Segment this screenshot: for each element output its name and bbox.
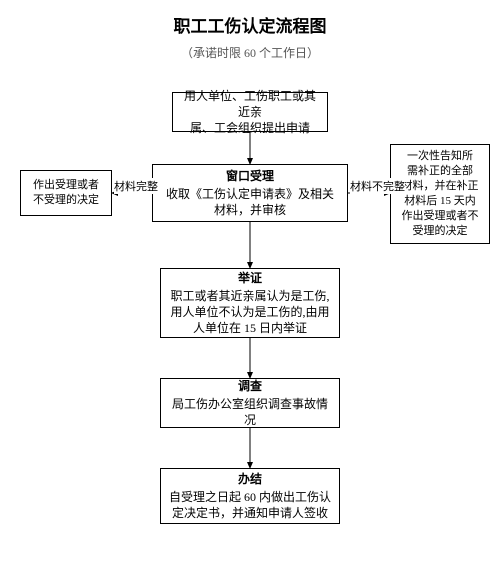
- node-decision-right: 一次性告知所需补正的全部材料，并在补正材料后 15 天内作出受理或者不受理的决定: [390, 144, 490, 244]
- node-left-body: 作出受理或者不受理的决定: [33, 178, 99, 208]
- node-investigate: 调查 局工伤办公室组织调查事故情况: [160, 378, 340, 428]
- chart-title: 职工工伤认定流程图: [0, 12, 500, 37]
- node-investigate-body: 局工伤办公室组织调查事故情况: [172, 396, 328, 428]
- node-accept-body: 收取《工伤认定申请表》及相关材料，并审核: [166, 186, 334, 218]
- node-apply: 用人单位、工伤职工或其近亲属、工会组织提出申请: [172, 92, 328, 132]
- node-decision-left: 作出受理或者不受理的决定: [20, 170, 112, 216]
- flowchart-canvas: 职工工伤认定流程图 （承诺时限 60 个工作日） 用人单位、工伤职工或其近亲属、…: [0, 0, 500, 563]
- node-right-body: 一次性告知所需补正的全部材料，并在补正材料后 15 天内作出受理或者不受理的决定: [402, 149, 479, 238]
- node-finish-body: 自受理之日起 60 内做出工伤认定决定书，并通知申请人签收: [169, 489, 331, 521]
- node-finish-head: 办结: [238, 471, 262, 487]
- node-investigate-head: 调查: [238, 378, 262, 394]
- node-proof-head: 举证: [238, 270, 262, 286]
- node-window-accept: 窗口受理 收取《工伤认定申请表》及相关材料，并审核: [152, 164, 348, 222]
- node-finish: 办结 自受理之日起 60 内做出工伤认定决定书，并通知申请人签收: [160, 468, 340, 524]
- node-proof: 举证 职工或者其近亲属认为是工伤,用人单位不认为是工伤的,由用人单位在 15 日…: [160, 268, 340, 338]
- edge-label-incomplete: 材料不完整: [350, 178, 405, 194]
- node-proof-body: 职工或者其近亲属认为是工伤,用人单位不认为是工伤的,由用人单位在 15 日内举证: [170, 288, 329, 337]
- chart-subtitle: （承诺时限 60 个工作日）: [0, 44, 500, 61]
- edge-label-complete: 材料完整: [114, 178, 158, 194]
- node-apply-body: 用人单位、工伤职工或其近亲属、工会组织提出申请: [179, 88, 321, 137]
- node-accept-head: 窗口受理: [226, 168, 274, 184]
